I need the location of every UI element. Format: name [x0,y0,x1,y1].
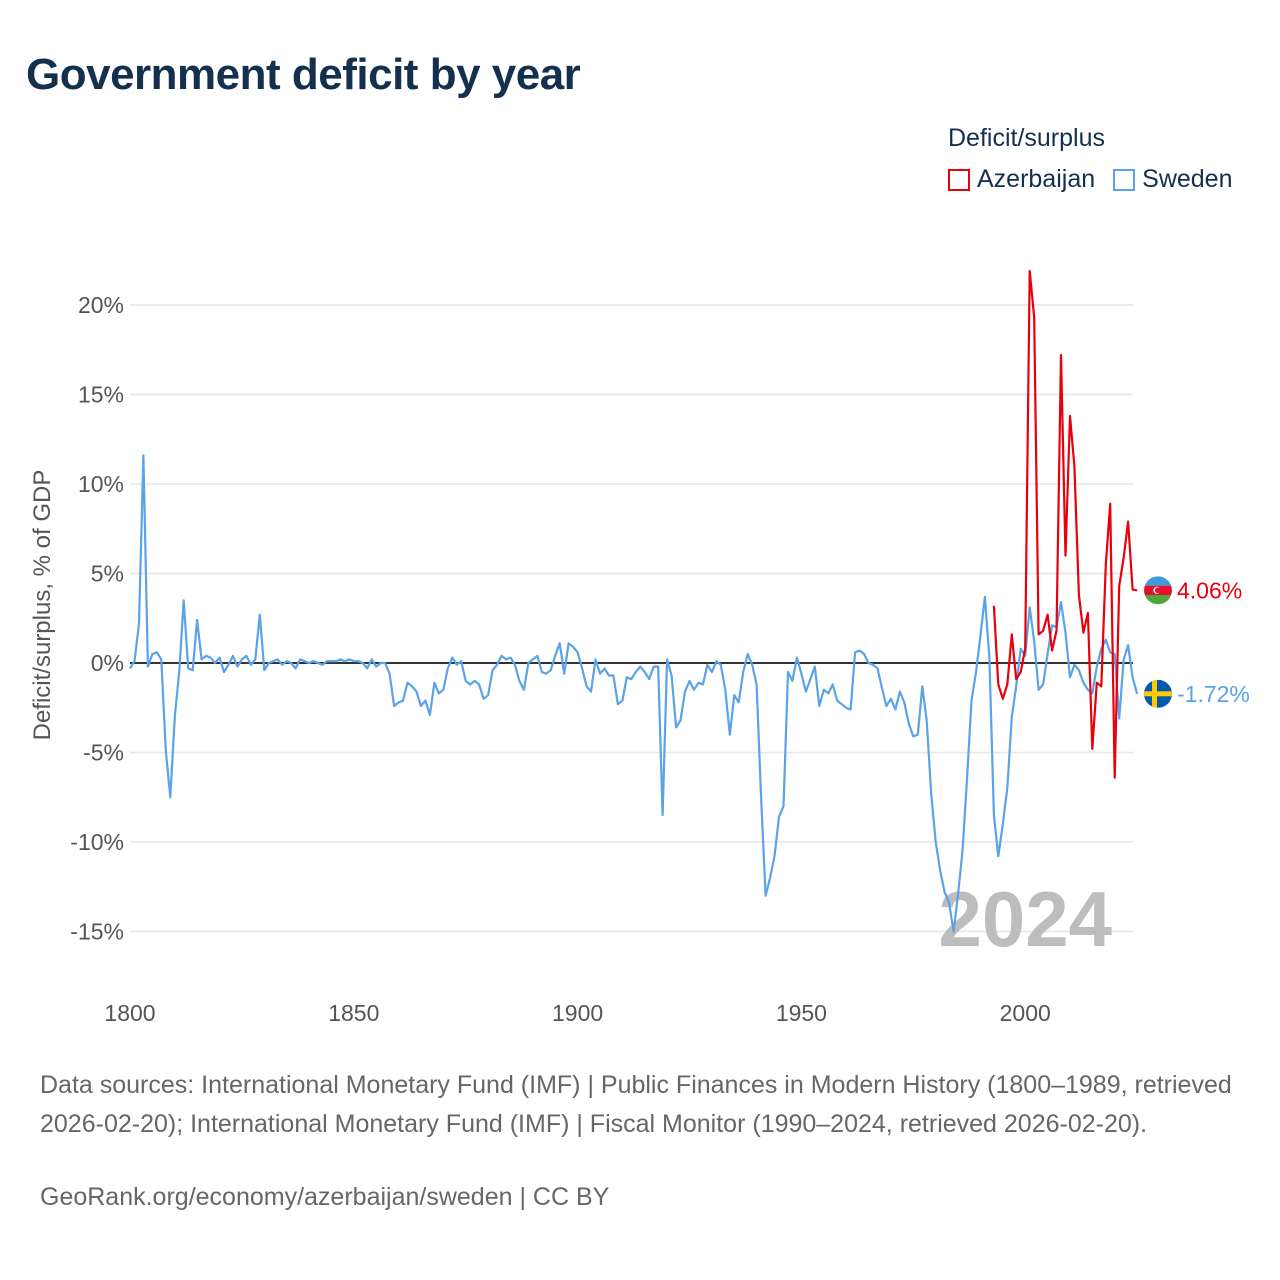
series-line-azerbaijan[interactable] [992,269,1138,779]
y-axis-ticks: -15% -10% -5% 0% 5% 10% 15% 20% [70,292,124,945]
x-tick-label: 1900 [552,1000,603,1026]
legend-swatch-sweden [1113,168,1136,191]
y-tick-label: -5% [83,740,124,766]
chart-title: Government deficit by year [26,50,581,99]
y-axis-label: Deficit/surplus, % of GDP [29,470,56,741]
y-tick-label: 5% [91,561,124,587]
y-tick-label: 10% [78,471,124,497]
y-tick-label: -10% [70,829,124,855]
azerbaijan-flag-icon [1144,576,1172,605]
legend-swatch-azerbaijan [948,168,970,191]
end-label-azerbaijan: 4.06% [1177,577,1242,603]
data-sources: Data sources: International Monetary Fun… [40,1071,1232,1138]
grid-lines [130,304,1133,933]
x-axis-ticks: 1800 1850 1900 1950 2000 [104,1000,1050,1026]
x-tick-label: 2000 [1000,1000,1051,1026]
y-tick-label: 20% [78,292,124,318]
x-tick-label: 1800 [104,1000,155,1026]
legend-label-azerbaijan: Azerbaijan [977,165,1096,193]
legend-label-sweden: Sweden [1142,165,1233,193]
y-tick-label: 15% [78,382,124,408]
end-labels: -1.72% 4.06% [1144,576,1250,708]
legend-item-sweden[interactable]: Sweden [1113,165,1233,194]
end-label-sweden: -1.72% [1177,681,1250,707]
x-tick-label: 1950 [776,1000,827,1026]
series-line-sweden[interactable] [129,454,1139,933]
credit-link[interactable]: GeoRank.org/economy/azerbaijan/sweden | … [40,1183,610,1211]
series-lines [129,269,1139,933]
y-tick-label: -15% [70,919,124,945]
sweden-flag-icon [1144,679,1172,708]
y-tick-label: 0% [91,650,124,676]
x-tick-label: 1850 [328,1000,379,1026]
line-chart: -15% -10% -5% 0% 5% 10% 15% 20% 1800 1850 1900 195… [29,269,1250,1026]
legend: Azerbaijan Sweden [948,165,1251,194]
legend-item-azerbaijan[interactable]: Azerbaijan [948,165,1095,194]
current-year-watermark: 2024 [938,875,1112,963]
legend-title: Deficit/surplus [948,124,1105,152]
